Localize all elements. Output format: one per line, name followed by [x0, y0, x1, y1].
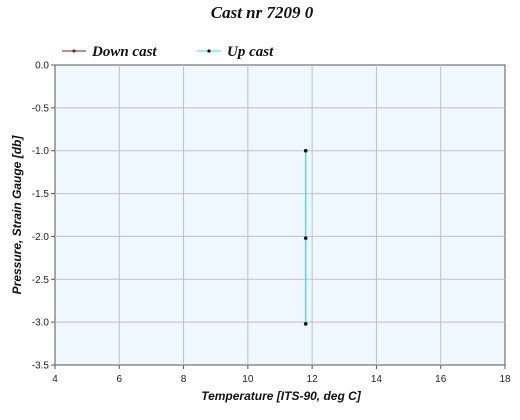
y-tick-label: 0.0 — [35, 61, 49, 72]
x-tick-label: 10 — [242, 374, 254, 385]
plot-area — [54, 64, 506, 366]
x-tick-label: 8 — [181, 374, 187, 385]
y-tick-label: -2.5 — [32, 275, 50, 286]
chart-title: Cast nr 7209 0 — [211, 3, 314, 22]
legend-marker-down-cast — [72, 49, 76, 53]
legend-item-down-cast: Down cast — [62, 44, 157, 60]
y-tick-label: -3.5 — [32, 361, 50, 372]
x-tick-label: 4 — [52, 374, 58, 385]
data-point-up-cast — [303, 148, 308, 153]
y-tick-label: -3.0 — [32, 318, 50, 329]
data-point-up-cast — [303, 322, 308, 326]
x-tick-label: 12 — [307, 374, 319, 385]
data-point-up-cast — [303, 236, 308, 240]
y-axis: 0.0 -0.5 -1.0 -1.5 -2.0 -2.5 -3.0 -3.5 — [32, 61, 55, 372]
y-tick-label: -1.5 — [32, 189, 50, 200]
y-tick-label: -1.0 — [32, 146, 50, 157]
x-axis: 4 6 8 10 12 14 16 18 — [52, 365, 511, 385]
y-tick-label: -2.0 — [32, 232, 50, 243]
legend-label-up-cast: Up cast — [227, 44, 274, 60]
x-tick-label: 14 — [371, 374, 383, 385]
legend-marker-up-cast — [207, 49, 211, 53]
legend-label-down-cast: Down cast — [91, 44, 157, 60]
y-tick-label: -0.5 — [32, 103, 50, 114]
legend: Down cast Up cast — [62, 44, 274, 60]
series-layer — [303, 148, 308, 326]
grid — [55, 65, 505, 365]
x-tick-label: 6 — [117, 374, 123, 385]
y-axis-label: Pressure, Strain Gauge [db] — [10, 135, 24, 295]
x-axis-label: Temperature [ITS-90, deg C] — [201, 389, 362, 403]
legend-item-up-cast: Up cast — [197, 44, 274, 60]
x-tick-label: 18 — [499, 374, 511, 385]
x-tick-label: 16 — [435, 374, 447, 385]
